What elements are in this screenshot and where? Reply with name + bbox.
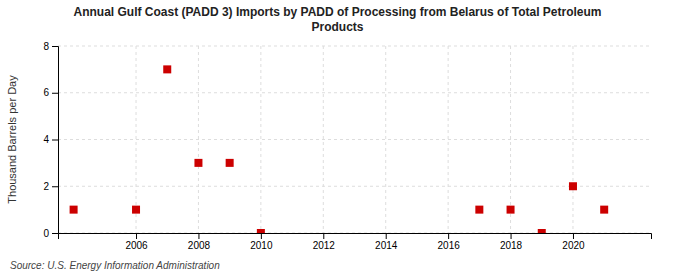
grid-line-y — [58, 186, 651, 187]
y-axis-tick-label: 4 — [43, 134, 49, 145]
plot-area: 2006 2008 2010 2012 2014 2016 2018 2020 0 2 4 6 8 — [43, 41, 651, 251]
y-axis-tick-label: 2 — [43, 181, 49, 192]
x-axis-tick-label: 2012 — [313, 240, 336, 251]
x-axis-tick-mark — [386, 233, 387, 239]
point — [226, 159, 234, 167]
point — [475, 206, 483, 214]
x-axis-tick: 2012 — [313, 233, 336, 251]
grid-line-y — [58, 139, 651, 140]
grid-line-x — [385, 46, 386, 233]
x-axis-tick-label: 2014 — [375, 240, 398, 251]
grid — [58, 46, 651, 233]
grid-line-x — [572, 46, 573, 233]
source: Source: U.S. Energy Information Administ… — [10, 260, 220, 271]
y-axis-tick-mark — [52, 93, 58, 94]
point — [569, 182, 577, 190]
x-axis-tick: 2006 — [125, 233, 148, 251]
y-axis-tick-mark — [52, 186, 58, 187]
title: Annual Gulf Coast (PADD 3) Imports by PA… — [73, 5, 601, 34]
y-axis-title: Thousand Barrels per Day — [6, 75, 18, 204]
x-axis-tick-mark — [511, 233, 512, 239]
x-axis-tick-mark — [448, 233, 449, 239]
x-axis-tick-label: 2016 — [438, 240, 461, 251]
x-axis-tick-mark — [261, 233, 262, 239]
y-axis-tick-label: 6 — [43, 87, 49, 98]
x-axis-tick-mark — [136, 233, 137, 239]
x-axis-tick: 2018 — [500, 233, 523, 251]
y-axis-line — [52, 47, 59, 234]
y-axis-tick-mark — [52, 46, 58, 47]
title-line: Products — [311, 20, 363, 34]
y-axis: 0 2 4 6 8 — [43, 41, 58, 239]
x-axis-tick-label: 2010 — [250, 240, 273, 251]
x-axis-tick: 2014 — [375, 233, 398, 251]
x-axis-tick: 2008 — [188, 233, 211, 251]
chart: 2006 2008 2010 2012 2014 2016 2018 2020 0 2 4 6 8 Tho… — [0, 0, 675, 275]
x-axis-tick: 2016 — [438, 233, 461, 251]
y-axis-tick-mark — [52, 140, 58, 141]
x-axis-tick-mark — [198, 233, 199, 239]
x-axis-tick-mark — [573, 233, 574, 239]
y-axis-tick: 0 — [43, 228, 58, 239]
point — [507, 206, 515, 214]
y-axis-tick: 6 — [43, 87, 58, 98]
point — [70, 206, 78, 214]
x-axis-tick: 2010 — [250, 233, 273, 251]
y-axis-tick-label: 0 — [43, 228, 49, 239]
y-axis-tick-label: 8 — [43, 41, 49, 52]
x-axis-tick-label: 2008 — [188, 240, 211, 251]
grid-line-x — [260, 46, 261, 233]
grid-line-y — [58, 92, 651, 93]
x-axis-tick: 2020 — [562, 233, 585, 251]
x-axis-tick-mark — [323, 233, 324, 239]
point — [163, 65, 171, 73]
x-axis: 2006 2008 2010 2012 2014 2016 2018 2020 — [59, 233, 652, 251]
x-axis-tick-label: 2018 — [500, 240, 523, 251]
x-axis-line — [59, 234, 652, 240]
point — [538, 229, 546, 233]
y-axis-tick: 2 — [43, 181, 58, 192]
y-axis-tick-mark — [52, 233, 58, 234]
x-axis-tick-label: 2020 — [562, 240, 585, 251]
point — [600, 206, 608, 214]
y-axis-tick: 8 — [43, 41, 58, 52]
grid-line-y — [58, 46, 651, 47]
x-axis-tick-label: 2006 — [125, 240, 148, 251]
point — [194, 159, 202, 167]
point — [132, 206, 140, 214]
title-line: Annual Gulf Coast (PADD 3) Imports by PA… — [73, 5, 601, 19]
y-axis-tick: 4 — [43, 134, 58, 145]
point — [257, 229, 265, 233]
points — [70, 65, 609, 233]
